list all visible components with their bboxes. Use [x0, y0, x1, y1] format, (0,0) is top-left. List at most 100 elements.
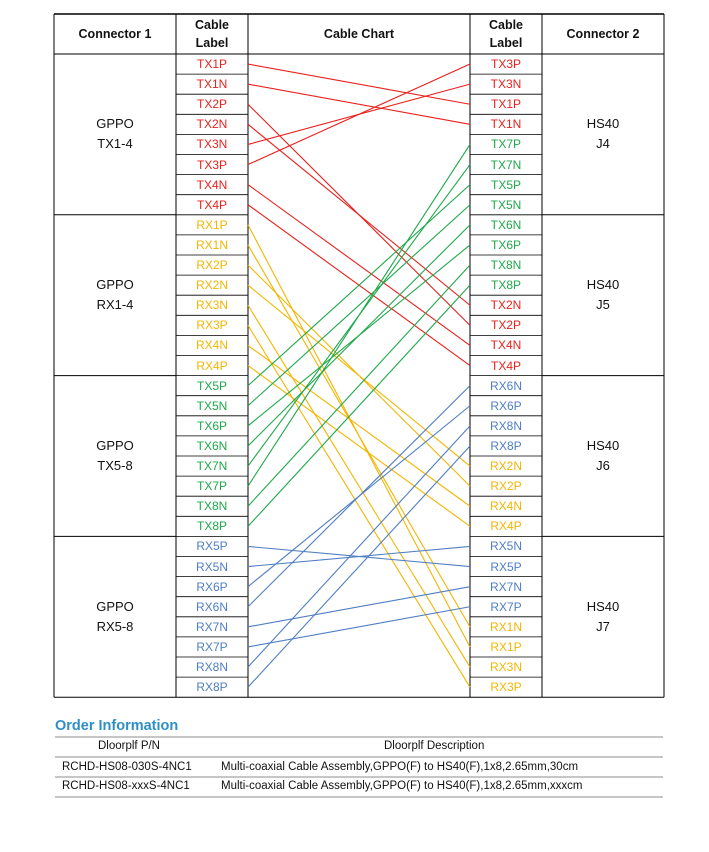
order-col-pn-header: Dloorplf P/N: [98, 740, 160, 752]
wire-rx3n: [247, 304, 471, 668]
order-row-2-pn: RCHD-HS08-xxxS-4NC1: [62, 780, 190, 792]
left-cable-label-rx7p: RX7P: [196, 639, 228, 654]
wire-rx3p: [247, 325, 471, 688]
wire-tx8p: [247, 284, 471, 527]
left-cable-label-tx3n: TX3N: [196, 137, 228, 152]
right-cable-label-tx7p: TX7P: [490, 137, 521, 152]
right-cable-label-tx2p: TX2P: [490, 318, 521, 333]
wire-tx4n: [247, 184, 471, 346]
left-cable-label-tx3p: TX3P: [196, 157, 227, 172]
order-row-1-desc: Multi-coaxial Cable Assembly,GPPO(F) to …: [221, 761, 579, 773]
right-cable-label-tx4n: TX4N: [490, 338, 522, 353]
order-row-1-pn: RCHD-HS08-030S-4NC1: [62, 761, 192, 773]
right-cable-label-tx6n: TX6N: [490, 217, 522, 232]
left-cable-label-tx8n: TX8N: [196, 499, 228, 514]
left-cable-label-tx7p: TX7P: [196, 479, 227, 494]
right-cable-label-tx1p: TX1P: [490, 97, 521, 112]
wire-rx6n: [247, 385, 471, 608]
left-cable-label-tx6n: TX6N: [196, 438, 228, 453]
right-cable-label-tx5n: TX5N: [490, 197, 522, 212]
right-cable-label-rx3p: RX3P: [490, 680, 522, 695]
left-cable-label-tx1n: TX1N: [196, 77, 228, 92]
right-connector-group-3: HS40 J6: [542, 376, 664, 537]
left-cable-label-tx6p: TX6P: [196, 418, 227, 433]
right-cable-label-rx5p: RX5P: [490, 559, 522, 574]
left-cable-label-rx8p: RX8P: [196, 680, 228, 695]
right-connector-type: HS40: [586, 598, 620, 614]
right-cable-label-tx6p: TX6P: [490, 237, 521, 252]
right-connector-id: J7: [596, 618, 610, 634]
left-connector-group-1: GPPO TX1-4: [54, 54, 176, 215]
header-cable-label-right-line1: Cable: [488, 18, 524, 32]
right-cable-label-rx2n: RX2N: [489, 459, 522, 474]
right-cable-label-rx8n: RX8N: [489, 418, 522, 433]
right-cable-label-tx5p: TX5P: [490, 177, 521, 192]
order-information-title: Order Information: [55, 718, 179, 734]
right-cable-label-rx7p: RX7P: [490, 599, 522, 614]
right-cable-label-tx4p: TX4P: [490, 358, 521, 373]
wire-tx1n: [247, 83, 471, 125]
right-cable-label-rx4p: RX4P: [490, 519, 522, 534]
header-cable-label-right-line2: Label: [489, 36, 523, 50]
left-cable-label-rx8n: RX8N: [195, 660, 228, 675]
left-connector-group-3: GPPO TX5-8: [54, 376, 176, 537]
left-cable-label-tx5p: TX5P: [196, 378, 227, 393]
right-connector-group-2: HS40 J5: [542, 215, 664, 376]
wire-rx7n: [247, 586, 471, 628]
right-connector-type: HS40: [586, 277, 620, 293]
right-cable-label-rx1n: RX1N: [489, 619, 522, 634]
wire-tx3p: [247, 63, 471, 166]
left-cable-label-tx4n: TX4N: [196, 177, 228, 192]
right-cable-label-rx4n: RX4N: [489, 499, 522, 514]
wire-tx7p: [247, 144, 471, 487]
wire-tx8n: [247, 264, 471, 507]
wire-rx8p: [247, 445, 471, 688]
wire-tx5n: [247, 204, 471, 407]
left-connector-type: GPPO: [96, 116, 134, 132]
left-cable-label-rx5n: RX5N: [195, 559, 228, 574]
left-cable-label-tx2n: TX2N: [196, 117, 228, 132]
left-connector-id: TX1-4: [97, 136, 133, 152]
right-connector-id: J5: [596, 297, 610, 313]
right-cable-label-rx3n: RX3N: [489, 660, 522, 675]
right-connector-group-1: HS40 J4: [542, 54, 664, 215]
order-col-desc-header: Dloorplf Description: [384, 740, 485, 752]
left-cable-label-tx8p: TX8P: [196, 519, 227, 534]
right-cable-label-rx7n: RX7N: [489, 579, 522, 594]
right-cable-label-tx8n: TX8N: [490, 258, 522, 273]
wire-rx8n: [247, 425, 471, 668]
left-connector-id: TX5-8: [97, 457, 133, 473]
order-row-2-desc: Multi-coaxial Cable Assembly,GPPO(F) to …: [221, 780, 583, 792]
wire-tx6n: [247, 224, 471, 447]
header-connector-1: Connector 1: [78, 27, 152, 41]
right-cable-label-tx7n: TX7N: [490, 157, 522, 172]
right-cable-label-rx1p: RX1P: [490, 639, 522, 654]
header-cable-label-right: Cable Label: [470, 14, 542, 54]
right-cable-label-tx3n: TX3N: [490, 77, 522, 92]
left-connector-type: GPPO: [96, 437, 134, 453]
left-connector-type: GPPO: [96, 598, 134, 614]
wire-tx1p: [247, 63, 471, 105]
left-cable-label-rx2n: RX2N: [195, 278, 228, 293]
right-cable-label-tx8p: TX8P: [490, 278, 521, 293]
left-connector-id: RX5-8: [96, 618, 134, 634]
wire-rx5n: [247, 545, 471, 568]
left-cable-label-rx1p: RX1P: [196, 217, 228, 232]
left-cable-label-tx2p: TX2P: [196, 97, 227, 112]
right-cable-label-tx3p: TX3P: [490, 57, 521, 72]
right-connector-group-4: HS40 J7: [542, 536, 664, 697]
right-cable-label-rx6p: RX6P: [490, 398, 522, 413]
left-cable-label-tx7n: TX7N: [196, 459, 228, 474]
right-cable-label-rx2p: RX2P: [490, 479, 522, 494]
right-cable-label-tx2n: TX2N: [490, 298, 522, 313]
right-cable-label-rx5n: RX5N: [489, 539, 522, 554]
header-cable-label-left-line1: Cable: [194, 18, 230, 32]
wire-tx5p: [247, 184, 471, 387]
left-connector-type: GPPO: [96, 277, 134, 293]
header-cable-label-left: Cable Label: [176, 14, 248, 54]
right-cable-label-rx6n: RX6N: [489, 378, 522, 393]
left-cable-label-rx5p: RX5P: [196, 539, 228, 554]
right-connector-id: J6: [596, 457, 610, 473]
header-cable-chart: Cable Chart: [323, 27, 395, 41]
